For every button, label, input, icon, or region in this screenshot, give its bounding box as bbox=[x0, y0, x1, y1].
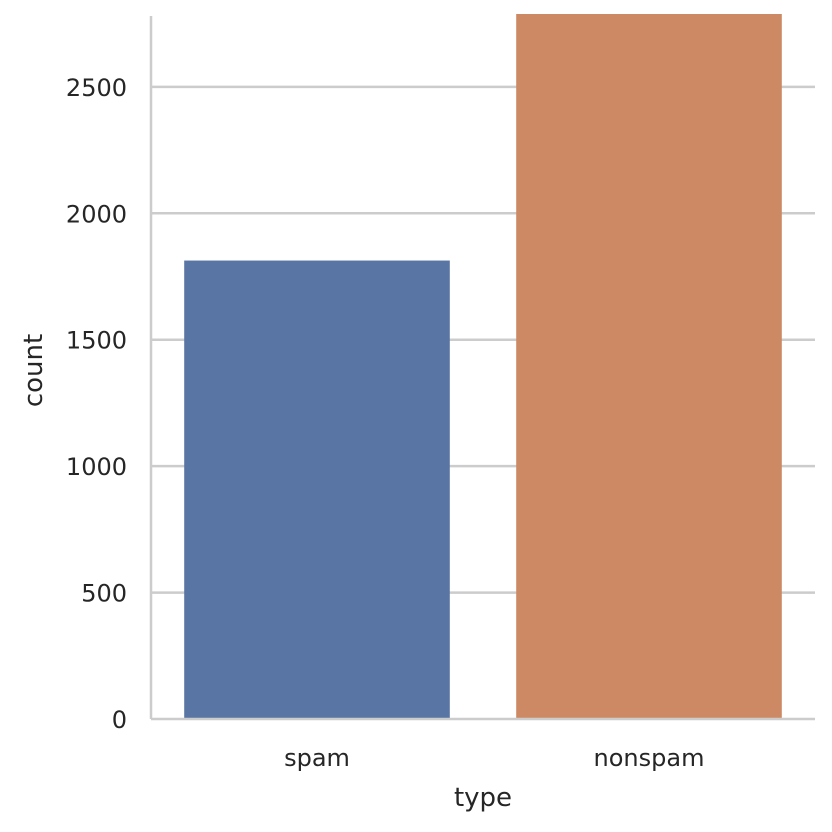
y-tick-label-1000: 1000 bbox=[66, 453, 127, 481]
y-tick-labels: 0 500 1000 1500 2000 2500 bbox=[66, 74, 127, 734]
bar-spam bbox=[184, 260, 450, 719]
y-tick-label-0: 0 bbox=[112, 706, 127, 734]
bars bbox=[184, 14, 782, 719]
y-tick-label-1500: 1500 bbox=[66, 327, 127, 355]
bar-nonspam bbox=[516, 14, 782, 719]
x-tick-labels: spam nonspam bbox=[284, 744, 704, 772]
x-tick-label-spam: spam bbox=[284, 744, 350, 772]
y-axis-title: count bbox=[19, 334, 49, 407]
y-tick-label-2500: 2500 bbox=[66, 74, 127, 102]
x-tick-label-nonspam: nonspam bbox=[594, 744, 705, 772]
x-axis-title: type bbox=[454, 783, 512, 813]
y-tick-label-2000: 2000 bbox=[66, 200, 127, 228]
y-tick-label-500: 500 bbox=[81, 580, 127, 608]
